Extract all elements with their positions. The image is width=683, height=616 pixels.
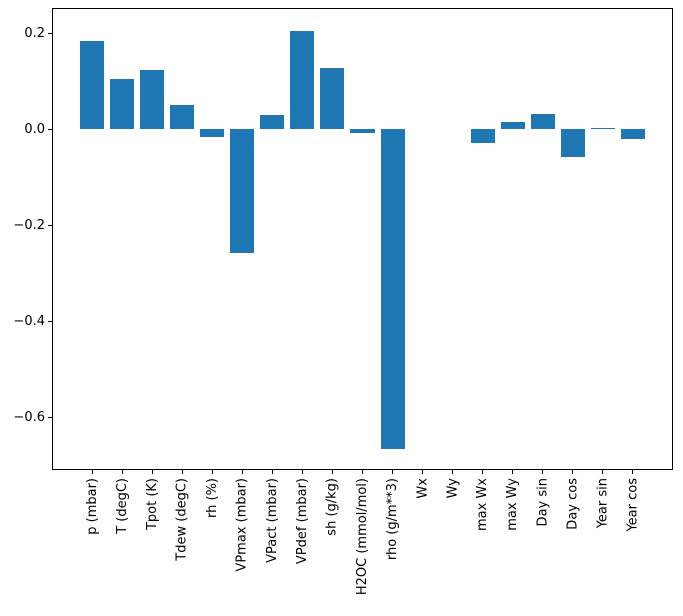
y-tick-label-neg0p2: −0.2: [13, 217, 45, 233]
x-tick-h2oc-mmol-mol: [362, 470, 363, 474]
y-tick-neg0p4: [48, 320, 52, 322]
y-tick-label-0p2: 0.2: [24, 25, 45, 41]
x-tick-wy: [452, 470, 454, 474]
y-tick-label-neg0p6: −0.6: [13, 409, 45, 425]
bar-h2oc-mmol-mol: [350, 129, 375, 134]
x-tick-label-tdew-degc: Tdew (degC): [174, 478, 190, 561]
x-tick-rho-g-m-3: [392, 470, 394, 474]
x-tick-label-year-sin: Year sin: [595, 478, 611, 529]
x-tick-label-vpmax-mbar: VPmax (mbar): [234, 478, 250, 572]
x-tick-tdew-degc: [181, 470, 183, 474]
bar-tdew-degc: [170, 104, 195, 130]
bar-t-degc: [110, 79, 135, 130]
bar-rh: [200, 129, 225, 137]
x-tick-max-wy: [512, 470, 514, 474]
bar-vpdef-mbar: [290, 30, 315, 130]
x-tick-vpmax-mbar: [241, 470, 243, 474]
x-tick-p-mbar: [91, 470, 93, 474]
x-tick-label-h2oc-mmol-mol: H2OC (mmol/mol): [355, 478, 370, 596]
bar-year-sin: [590, 128, 615, 130]
bar-year-cos: [620, 129, 645, 140]
x-tick-label-max-wx: max Wx: [475, 478, 491, 532]
x-tick-label-day-cos: Day cos: [565, 478, 581, 530]
x-tick-vpdef-mbar: [301, 470, 303, 474]
bar-vpact-mbar: [260, 114, 285, 130]
x-tick-day-sin: [542, 470, 544, 474]
x-tick-label-tpot-k: Tpot (K): [144, 478, 160, 531]
y-tick-neg0p2: [48, 224, 52, 226]
bar-max-wy: [500, 121, 525, 130]
y-tick-0p2: [48, 32, 52, 34]
x-tick-year-sin: [602, 470, 604, 474]
x-tick-label-sh-g-kg: sh (g/kg): [324, 478, 340, 536]
y-tick-neg0p6: [48, 416, 52, 418]
y-tick-0: [48, 128, 52, 130]
x-tick-label-max-wy: max Wy: [505, 478, 521, 531]
bar-tpot-k: [140, 69, 165, 130]
x-tick-label-rho-g-m-3: rho (g/m**3): [385, 478, 401, 561]
x-tick-label-vpact-mbar: VPact (mbar): [264, 478, 280, 563]
bar-day-cos: [560, 129, 585, 157]
bar-sh-g-kg: [320, 68, 345, 130]
bar-rho-g-m-3: [380, 129, 405, 450]
x-tick-tpot-k: [151, 470, 153, 474]
x-tick-vpact-mbar: [271, 470, 273, 474]
x-tick-label-t-degc: T (degC): [114, 478, 130, 534]
x-tick-label-year-cos: Year cos: [625, 478, 641, 532]
bar-day-sin: [530, 114, 555, 130]
x-tick-year-cos: [632, 470, 634, 474]
x-tick-t-degc: [121, 470, 123, 474]
x-tick-sh-g-kg: [331, 470, 333, 474]
x-tick-label-wx: Wx: [415, 478, 431, 499]
y-tick-label-neg0p4: −0.4: [13, 313, 45, 329]
x-tick-label-rh: rh (%): [204, 478, 220, 518]
x-tick-label-day-sin: Day sin: [535, 478, 551, 527]
x-tick-rh: [211, 470, 213, 474]
bar-max-wx: [470, 129, 495, 143]
bar-vpmax-mbar: [230, 129, 255, 254]
x-tick-label-wy: Wy: [445, 478, 461, 499]
x-tick-max-wx: [482, 470, 484, 474]
bar-p-mbar: [80, 40, 105, 130]
x-tick-wx: [422, 470, 424, 474]
x-tick-label-p-mbar: p (mbar): [84, 478, 100, 535]
x-tick-day-cos: [572, 470, 574, 474]
y-tick-label-0: 0.0: [24, 121, 45, 137]
x-tick-label-vpdef-mbar: VPdef (mbar): [294, 478, 310, 565]
